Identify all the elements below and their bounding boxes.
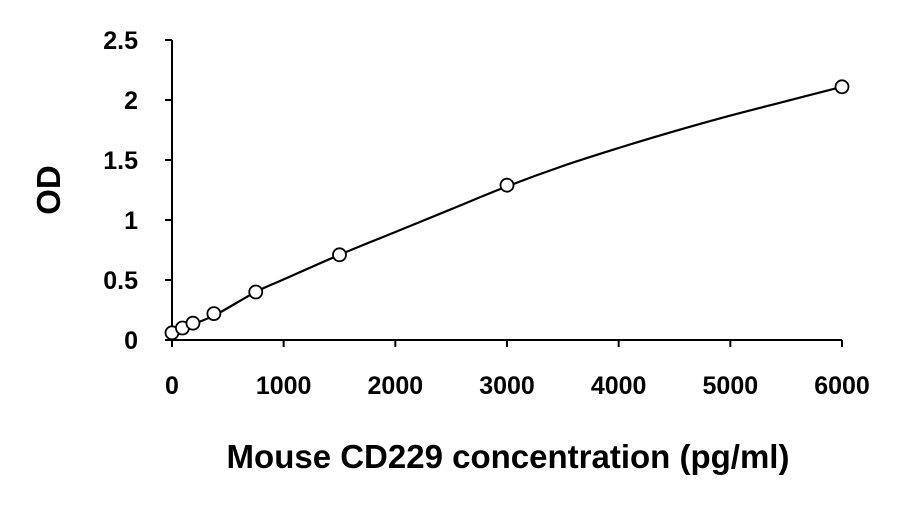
data-point: [834, 79, 850, 95]
y-axis-title: OD: [30, 165, 67, 215]
data-point: [332, 247, 347, 263]
trend-curve: [171, 85, 843, 334]
x-axis-title: Mouse CD229 concentration (pg/ml): [227, 438, 790, 475]
x-tick-label: 0: [165, 372, 179, 400]
data-point: [206, 306, 222, 322]
x-tick-label: 5000: [703, 372, 759, 400]
y-tick-label: 2.5: [103, 27, 138, 55]
data-point: [248, 284, 264, 300]
x-tick-label: 3000: [479, 372, 535, 400]
y-tick-label: 1.5: [103, 147, 138, 175]
x-ticks: 0 1000 2000 3000 4000 5000 6000: [165, 340, 870, 400]
y-tick-label: 0.5: [103, 267, 138, 295]
y-ticks: 0 0.5 1 1.5 2 2.5: [103, 27, 172, 355]
data-points-layer: [164, 79, 850, 341]
y-tick-label: 2: [124, 87, 138, 115]
x-tick-label: 6000: [814, 372, 870, 400]
y-tick-label: 0: [124, 327, 138, 355]
x-tick-label: 2000: [368, 372, 424, 400]
trend-curve-layer: [171, 85, 843, 334]
data-point: [185, 315, 201, 331]
x-tick-label: 1000: [256, 372, 312, 400]
x-tick-label: 4000: [591, 372, 647, 400]
data-point: [499, 177, 515, 193]
y-tick-label: 1: [124, 207, 138, 235]
